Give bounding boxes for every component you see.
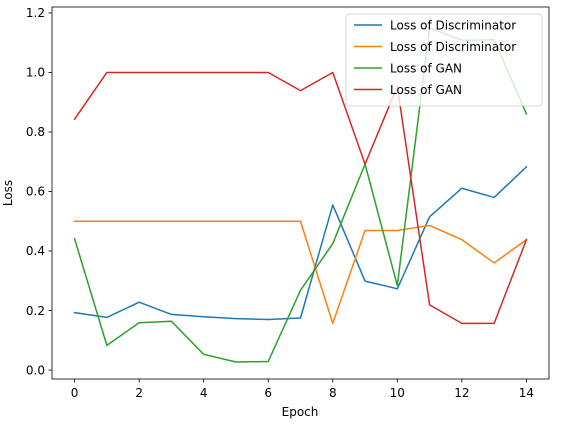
y-tick-label: 0.8 xyxy=(26,125,45,139)
x-tick-label: 10 xyxy=(390,386,405,400)
y-tick-label: 0.0 xyxy=(26,363,45,377)
legend-label: Loss of GAN xyxy=(390,83,462,97)
legend: Loss of Discriminator Loss of Discriminat… xyxy=(345,13,543,107)
y-tick-label: 1.2 xyxy=(26,6,45,20)
y-tick-label: 0.2 xyxy=(26,304,45,318)
x-tick-label: 14 xyxy=(519,386,534,400)
y-tick-label: 0.6 xyxy=(26,185,45,199)
x-tick-label: 12 xyxy=(454,386,469,400)
legend-box xyxy=(345,13,543,107)
x-tick-label: 8 xyxy=(329,386,337,400)
x-tick-label: 4 xyxy=(200,386,208,400)
y-tick-label: 0.4 xyxy=(26,244,45,258)
plot-frame xyxy=(51,6,550,380)
series-line-1 xyxy=(73,220,528,325)
legend-label: Loss of Discriminator xyxy=(390,18,516,32)
x-tick-label: 0 xyxy=(71,386,79,400)
x-tick-label: 6 xyxy=(264,386,272,400)
x-tick-label: 2 xyxy=(135,386,143,400)
y-axis-title: Loss xyxy=(1,180,15,206)
series-line-0 xyxy=(73,165,528,321)
x-axis: 0 2 4 6 8 10 12 14 xyxy=(71,379,534,400)
x-axis-title: Epoch xyxy=(282,405,319,419)
series-line-3 xyxy=(73,71,528,325)
legend-label: Loss of GAN xyxy=(390,61,462,75)
legend-label: Loss of Discriminator xyxy=(390,40,516,54)
y-axis: 0.0 0.2 0.4 0.6 0.8 1.0 1.2 xyxy=(26,6,52,377)
y-tick-label: 1.0 xyxy=(26,66,45,80)
